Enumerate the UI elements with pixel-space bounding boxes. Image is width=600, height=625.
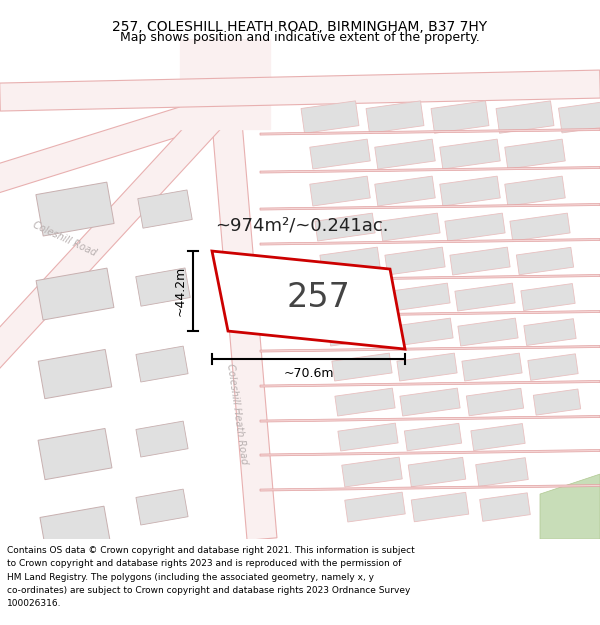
Polygon shape [440,176,500,206]
Polygon shape [517,248,574,275]
Polygon shape [320,247,380,275]
Polygon shape [260,166,600,173]
Polygon shape [380,213,440,241]
Polygon shape [408,458,466,487]
Polygon shape [342,457,402,487]
Polygon shape [445,213,505,241]
Polygon shape [559,101,600,133]
Text: 257, COLESHILL HEATH ROAD, BIRMINGHAM, B37 7HY: 257, COLESHILL HEATH ROAD, BIRMINGHAM, B… [112,20,488,34]
Text: to Crown copyright and database rights 2023 and is reproduced with the permissio: to Crown copyright and database rights 2… [7,559,401,568]
Polygon shape [510,213,570,241]
Polygon shape [138,190,192,228]
Polygon shape [260,311,600,317]
Polygon shape [310,176,370,206]
Polygon shape [38,349,112,399]
Polygon shape [455,283,515,311]
Polygon shape [476,458,528,486]
Polygon shape [136,268,190,306]
Polygon shape [260,274,600,281]
Polygon shape [0,99,230,379]
Polygon shape [260,484,600,491]
Polygon shape [136,489,188,525]
Polygon shape [335,388,395,416]
Polygon shape [38,429,112,479]
Polygon shape [260,449,600,456]
Polygon shape [458,318,518,346]
Polygon shape [0,70,600,111]
Polygon shape [325,283,385,311]
Polygon shape [180,39,270,129]
Text: ~70.6m: ~70.6m [283,367,334,380]
Polygon shape [385,247,445,275]
Polygon shape [540,474,600,539]
Polygon shape [205,38,277,541]
Polygon shape [332,353,392,381]
Polygon shape [496,101,554,133]
Polygon shape [533,389,581,415]
Polygon shape [505,139,565,169]
Polygon shape [260,239,600,245]
Polygon shape [36,182,114,236]
Polygon shape [528,354,578,380]
Text: co-ordinates) are subject to Crown copyright and database rights 2023 Ordnance S: co-ordinates) are subject to Crown copyr… [7,586,410,594]
Polygon shape [0,39,600,539]
Polygon shape [411,492,469,522]
Text: Map shows position and indicative extent of the property.: Map shows position and indicative extent… [120,31,480,44]
Polygon shape [524,319,576,346]
Polygon shape [310,139,370,169]
Polygon shape [260,346,600,352]
Text: ~44.2m: ~44.2m [174,266,187,316]
Text: Contains OS data © Crown copyright and database right 2021. This information is : Contains OS data © Crown copyright and d… [7,546,415,555]
Polygon shape [301,101,359,133]
Polygon shape [260,381,600,387]
Polygon shape [440,139,500,169]
Polygon shape [521,284,575,311]
Polygon shape [345,492,405,522]
Polygon shape [260,129,600,135]
Text: HM Land Registry. The polygons (including the associated geometry, namely x, y: HM Land Registry. The polygons (includin… [7,572,374,581]
Polygon shape [212,251,405,349]
Polygon shape [136,346,188,382]
Polygon shape [328,318,388,346]
Text: Coleshill Road: Coleshill Road [32,220,98,258]
Polygon shape [400,388,460,416]
Polygon shape [505,176,565,206]
Polygon shape [315,213,375,241]
Polygon shape [471,424,525,451]
Text: ~974m²/~0.241ac.: ~974m²/~0.241ac. [215,216,389,234]
Polygon shape [404,423,461,451]
Polygon shape [431,101,489,133]
Polygon shape [36,268,114,320]
Polygon shape [480,493,530,521]
Polygon shape [393,318,453,346]
Polygon shape [260,416,600,422]
Polygon shape [0,96,224,198]
Polygon shape [338,423,398,451]
Polygon shape [375,139,435,169]
Polygon shape [462,353,522,381]
Polygon shape [466,388,524,416]
Polygon shape [450,247,510,275]
Polygon shape [40,506,110,552]
Polygon shape [260,204,600,210]
Polygon shape [375,176,435,206]
Polygon shape [390,283,450,311]
Text: 257: 257 [286,281,350,314]
Text: Coleshill Heath Road: Coleshill Heath Road [225,363,249,465]
Text: 100026316.: 100026316. [7,599,62,608]
Polygon shape [366,101,424,133]
Polygon shape [397,353,457,381]
Polygon shape [136,421,188,457]
